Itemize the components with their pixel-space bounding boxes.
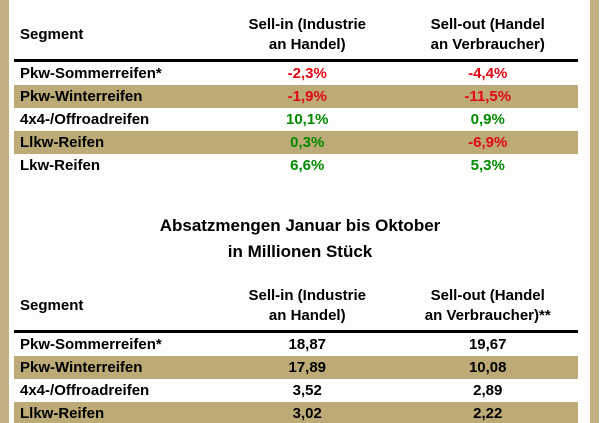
section-title: Absatzmengen Januar bis Oktober in Milli… bbox=[0, 213, 600, 265]
table-row: Lkw-Reifen 6,6% 5,3% bbox=[14, 154, 578, 177]
segment-cell: Pkw-Sommerreifen* bbox=[20, 65, 162, 82]
sell-out-value: -6,9% bbox=[468, 134, 508, 151]
sell-out-value: 2,89 bbox=[473, 382, 503, 399]
percent-change-table: Segment Sell-in (Industrie an Handel) Se… bbox=[14, 10, 578, 177]
sell-in-value: 17,89 bbox=[288, 359, 327, 376]
segment-cell: Llkw-Reifen bbox=[20, 405, 105, 422]
sell-in-value: -2,3% bbox=[287, 65, 327, 82]
table-row: Pkw-Sommerreifen* 18,87 19,67 bbox=[14, 333, 578, 356]
sell-out-value: -4,4% bbox=[468, 65, 508, 82]
table-header-row: Segment Sell-in (Industrie an Handel) Se… bbox=[14, 10, 578, 62]
segment-cell: Pkw-Winterreifen bbox=[20, 359, 143, 376]
sell-in-value: 6,6% bbox=[290, 157, 325, 174]
sell-out-value: -11,5% bbox=[464, 88, 512, 105]
table-row: Pkw-Sommerreifen* -2,3% -4,4% bbox=[14, 62, 578, 85]
sell-in-value: 0,3% bbox=[290, 134, 325, 151]
table-row: Llkw-Reifen 0,3% -6,9% bbox=[14, 131, 578, 154]
sell-out-column-header: Sell-out (Handel an Verbraucher) bbox=[430, 15, 545, 53]
section-title-line2: in Millionen Stück bbox=[227, 242, 373, 261]
sell-in-value: 3,52 bbox=[292, 382, 322, 399]
sell-in-value: 3,02 bbox=[292, 405, 322, 422]
segment-cell: 4x4-/Offroadreifen bbox=[20, 111, 150, 128]
sell-in-value: 18,87 bbox=[288, 336, 327, 353]
segment-cell: 4x4-/Offroadreifen bbox=[20, 382, 150, 399]
table-row: Pkw-Winterreifen -1,9% -11,5% bbox=[14, 85, 578, 108]
sell-out-value: 0,9% bbox=[470, 111, 505, 128]
segment-column-header: Segment bbox=[20, 25, 84, 43]
right-border-strip bbox=[590, 0, 599, 423]
sell-out-value: 5,3% bbox=[470, 157, 505, 174]
table-row: Pkw-Winterreifen 17,89 10,08 bbox=[14, 356, 578, 379]
table-header-row: Segment Sell-in (Industrie an Handel) Se… bbox=[14, 281, 578, 333]
sell-in-column-header: Sell-in (Industrie an Handel) bbox=[248, 286, 367, 324]
segment-cell: Pkw-Winterreifen bbox=[20, 88, 143, 105]
sell-in-value: 10,1% bbox=[285, 111, 329, 128]
table-row: Llkw-Reifen 3,02 2,22 bbox=[14, 402, 578, 423]
sell-out-value: 10,08 bbox=[468, 359, 507, 376]
segment-column-header: Segment bbox=[20, 296, 84, 314]
segment-cell: Llkw-Reifen bbox=[20, 134, 105, 151]
sell-in-value: -1,9% bbox=[287, 88, 327, 105]
volume-table: Segment Sell-in (Industrie an Handel) Se… bbox=[14, 281, 578, 423]
segment-cell: Lkw-Reifen bbox=[20, 157, 101, 174]
sell-out-value: 2,22 bbox=[473, 405, 503, 422]
sell-in-column-header: Sell-in (Industrie an Handel) bbox=[248, 15, 367, 53]
table-row: 4x4-/Offroadreifen 3,52 2,89 bbox=[14, 379, 578, 402]
sell-out-column-header: Sell-out (Handel an Verbraucher)** bbox=[424, 286, 551, 324]
sell-out-value: 19,67 bbox=[468, 336, 507, 353]
segment-cell: Pkw-Sommerreifen* bbox=[20, 336, 162, 353]
table-row: 4x4-/Offroadreifen 10,1% 0,9% bbox=[14, 108, 578, 131]
section-title-line1: Absatzmengen Januar bis Oktober bbox=[159, 216, 441, 235]
left-border-strip bbox=[0, 0, 9, 423]
